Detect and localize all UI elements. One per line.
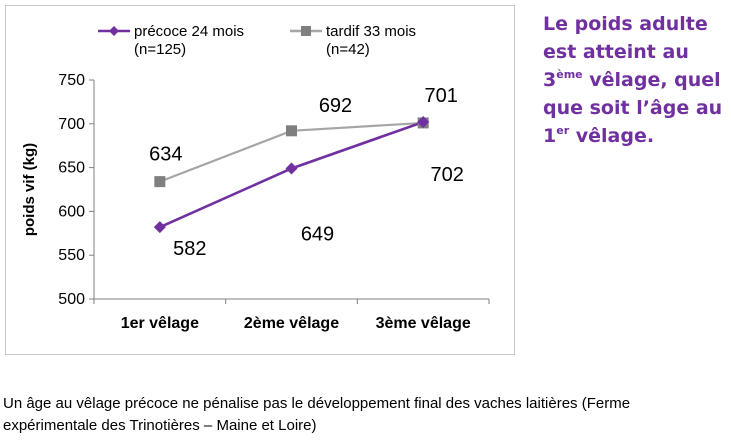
series-0-point xyxy=(153,221,166,234)
legend-entry-label: précoce 24 mois xyxy=(134,23,244,40)
caption-line-1: Un âge au vêlage précoce ne pénalise pas… xyxy=(3,395,631,412)
x-category-label: 3ème vêlage xyxy=(376,315,471,332)
series-0-data-label: 582 xyxy=(173,238,206,260)
series-0-point xyxy=(285,162,298,175)
series-1-point xyxy=(286,125,297,137)
series-1-point xyxy=(154,176,166,188)
side-note-line-5-num: 1 xyxy=(543,125,557,147)
side-note-line-3-rest: vêlage, quel xyxy=(582,69,721,91)
side-note-line-1: Le poids adulte xyxy=(543,13,708,35)
series-0-data-label: 649 xyxy=(301,223,334,245)
y-tick-label: 500 xyxy=(58,291,85,308)
series-0-point xyxy=(417,116,430,129)
figure-caption: Un âge au vêlage précoce ne pénalise pas… xyxy=(3,393,729,437)
y-axis-label: poids vif (kg) xyxy=(21,143,38,236)
side-note-line-5: 1er vêlage. xyxy=(543,122,728,150)
side-note-line-2: est atteint au xyxy=(543,41,689,63)
legend-entry-count: (n=125) xyxy=(134,41,186,58)
x-category-label: 1er vêlage xyxy=(121,315,199,332)
side-note-line-5-sup: er xyxy=(556,124,570,137)
series-1-data-label: 634 xyxy=(149,144,182,166)
series-1-data-label: 701 xyxy=(424,85,457,107)
side-note-line-3-sup: ème xyxy=(556,68,583,81)
side-note-line-3-num: 3 xyxy=(543,69,557,91)
y-tick-label: 550 xyxy=(58,247,85,264)
side-note-line-5-rest: vêlage. xyxy=(569,125,655,147)
y-tick-label: 750 xyxy=(58,72,85,89)
series-0-line xyxy=(159,120,424,229)
legend-entry-count: (n=42) xyxy=(326,41,370,58)
side-note-line-3: 3ème vêlage, quel xyxy=(543,66,728,94)
y-tick-label: 650 xyxy=(58,160,85,177)
side-note-line-4: que soit l’âge au xyxy=(543,97,723,119)
legend-marker xyxy=(301,26,311,36)
legend-marker xyxy=(109,26,119,36)
side-note: Le poids adulte est atteint au 3ème vêla… xyxy=(543,10,728,150)
chart-frame: 500 550 600 650 700 750 1er vêlage 2ème vêlage 3… xyxy=(5,5,515,355)
legend-entry-label: tardif 33 mois xyxy=(326,23,416,40)
x-category-label: 2ème vêlage xyxy=(244,315,339,332)
series-1-data-label: 692 xyxy=(319,95,352,117)
y-tick-label: 600 xyxy=(58,203,85,220)
y-tick-label: 700 xyxy=(58,116,85,133)
chart-svg: 500 550 600 650 700 750 1er vêlage 2ème vêlage 3… xyxy=(21,23,490,332)
caption-line-2: expérimentale des Trinotières – Maine et… xyxy=(3,417,317,434)
series-0-data-label: 702 xyxy=(430,164,463,186)
